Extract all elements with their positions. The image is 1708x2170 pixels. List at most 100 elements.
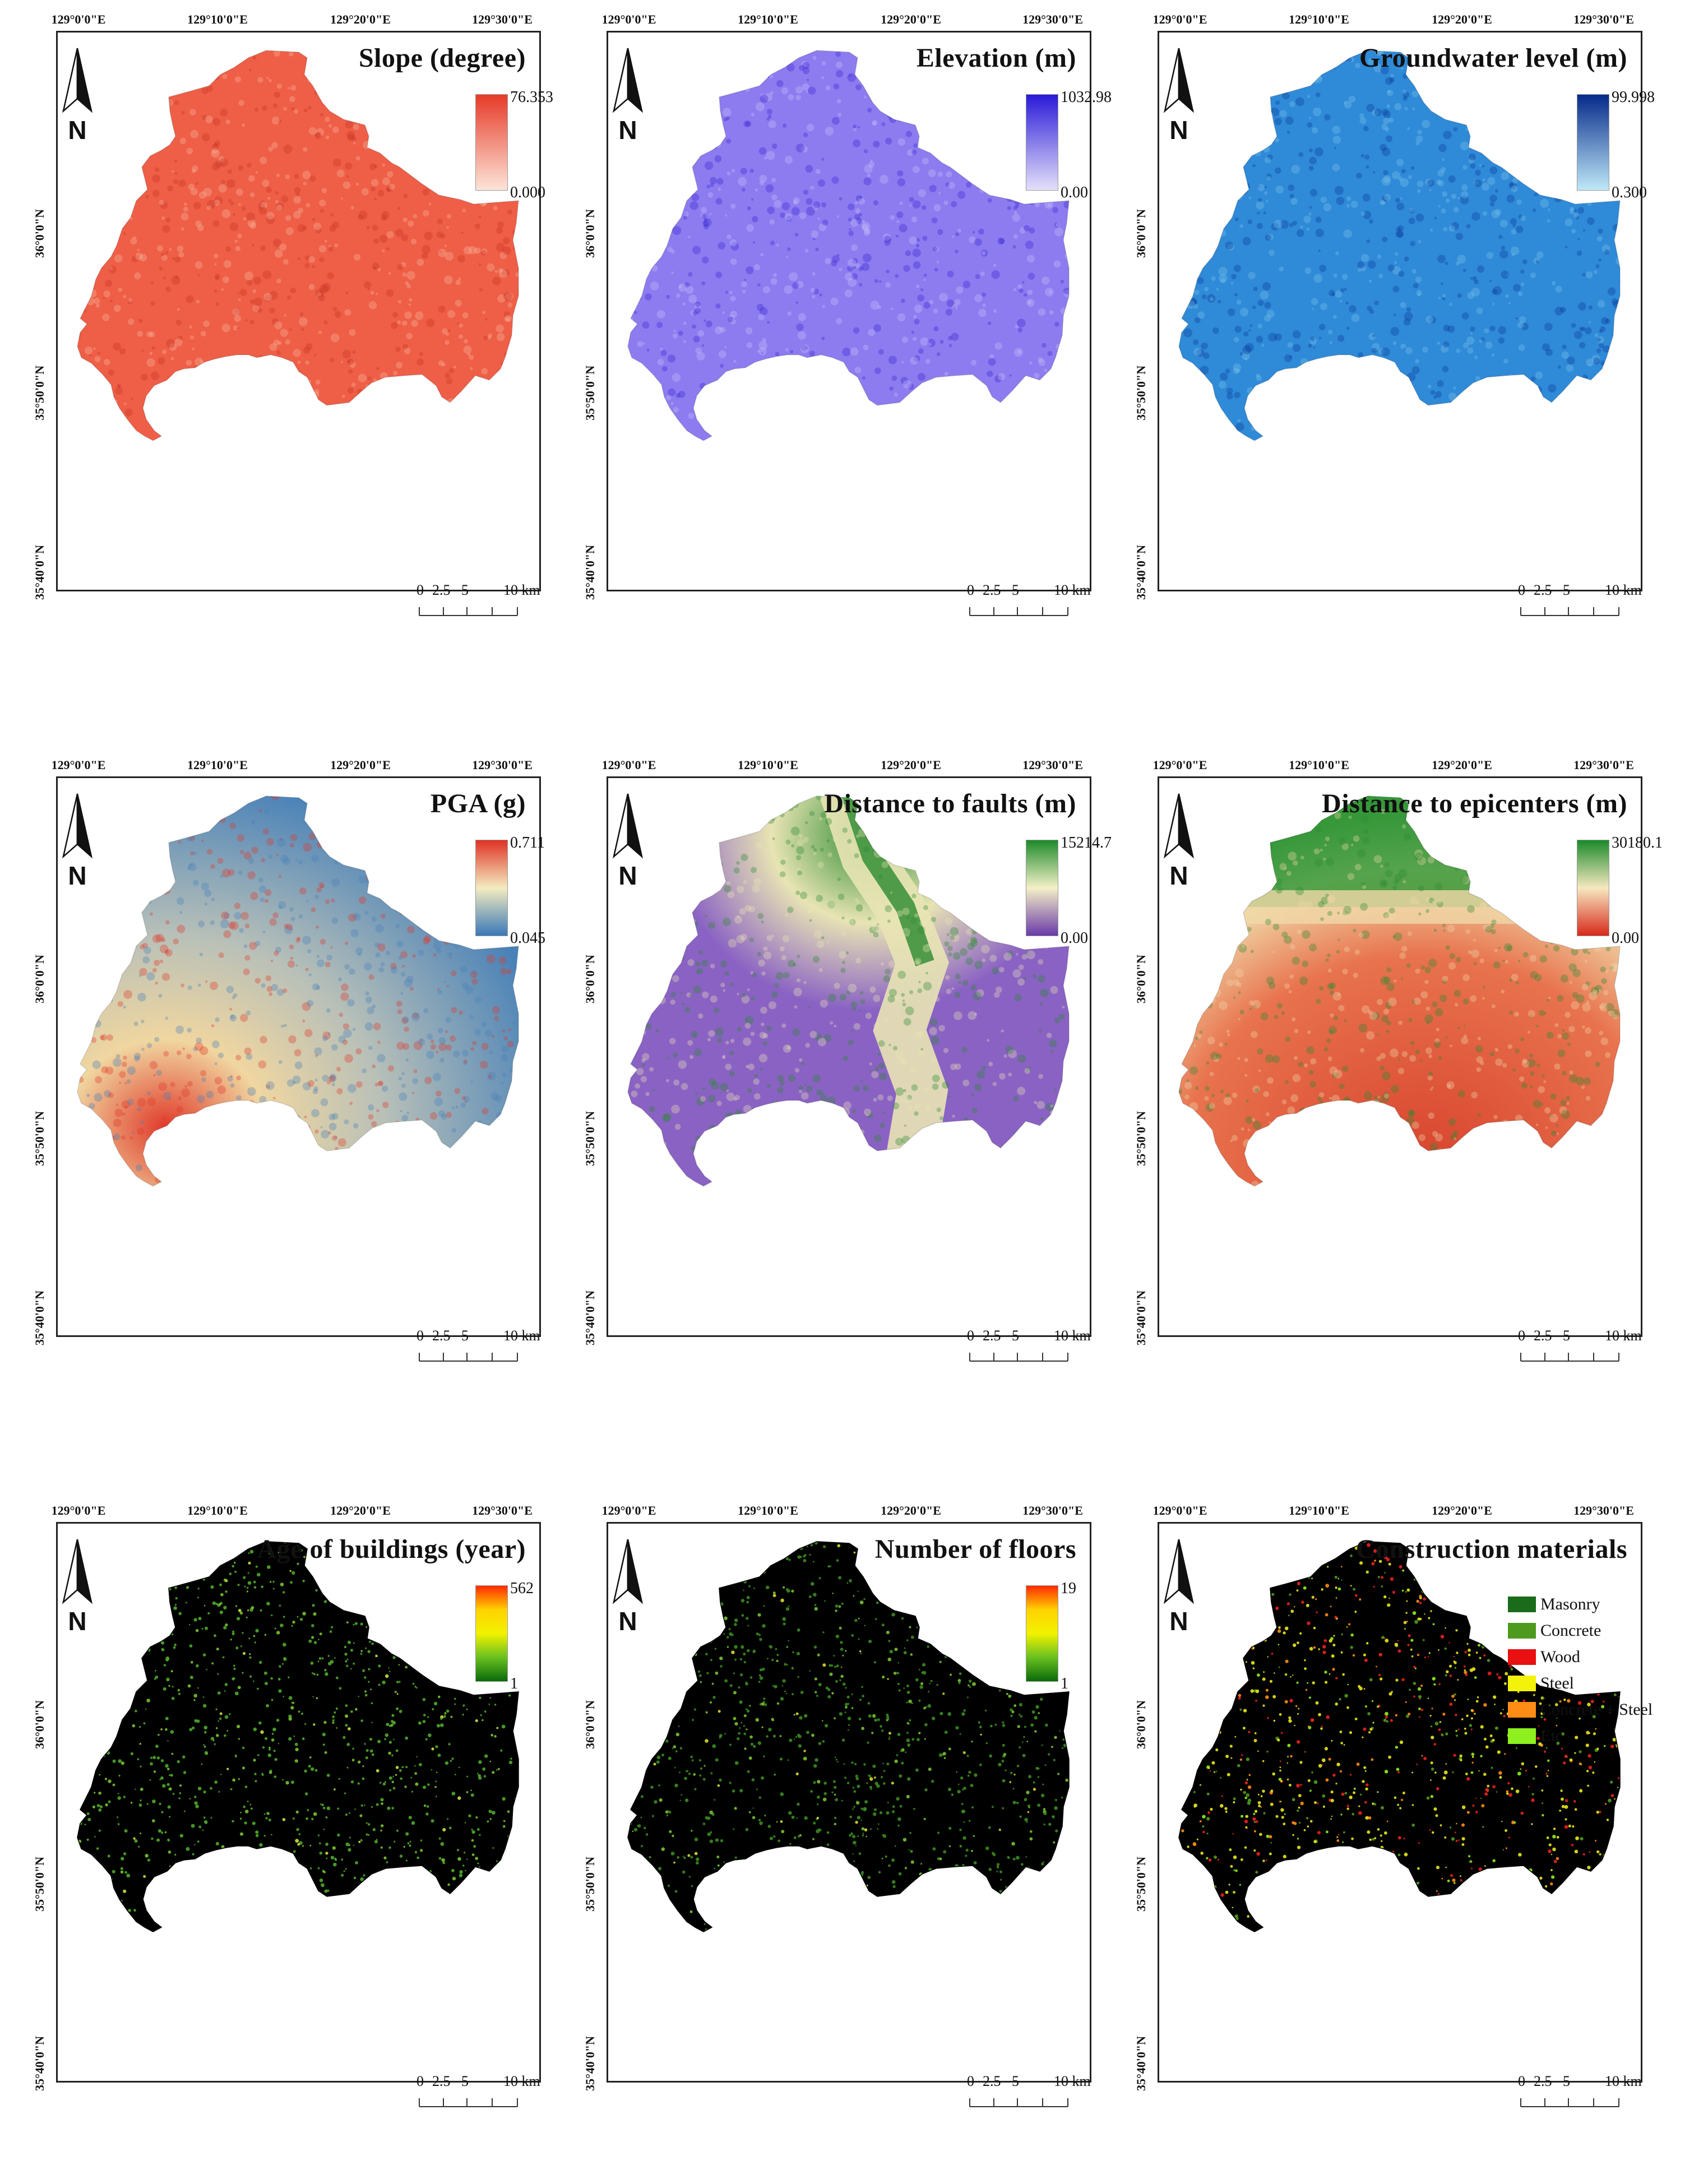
map-frame: N Slope (degree) 76.353 0.000 0 2.5 5 10… — [56, 31, 553, 616]
map-title: Slope (degree) — [358, 43, 526, 73]
legend-swatch — [1508, 1728, 1536, 1744]
longitude-label: 129°30'0"E — [472, 12, 533, 26]
scalebar — [969, 2098, 1068, 2107]
colorbar-max-label: 30180.1 — [1612, 834, 1663, 852]
map-canvas: N — [62, 48, 519, 616]
north-label: N — [1169, 1607, 1188, 1636]
latitude-label: 35°50'0"N — [583, 1111, 597, 1166]
latitude-label: 35°50'0"N — [33, 365, 47, 420]
map-title: Elevation (m) — [916, 43, 1076, 73]
latitude-label: 35°40'0"N — [33, 2035, 47, 2091]
map-canvas: N — [62, 793, 519, 1362]
longitude-label: 129°10'0"E — [187, 1503, 248, 1517]
latitude-label: 36°0'0"N — [1134, 954, 1148, 1003]
scalebar-label: 0 — [416, 2073, 424, 2089]
scalebar-label: 2.5 — [432, 2073, 451, 2089]
scalebar-label: 5 — [1012, 582, 1019, 598]
map-title: Construction materials — [1355, 1534, 1627, 1564]
scalebar — [419, 2098, 518, 2107]
longitude-label: 129°30'0"E — [472, 1503, 533, 1517]
colorbar — [1577, 94, 1609, 191]
map-panel-3: 129°0'0"E 129°10'0"E 129°20'0"E 129°30'0… — [1128, 11, 1655, 625]
map-canvas: N — [612, 1539, 1070, 2107]
latitude-label: 35°40'0"N — [1134, 544, 1148, 600]
longitude-label: 129°20'0"E — [881, 1503, 941, 1517]
scalebar-label: 10 km — [503, 1327, 540, 1344]
colorbar — [475, 840, 508, 936]
longitude-label: 129°10'0"E — [1289, 758, 1349, 772]
scalebar-label: 0 — [967, 582, 974, 598]
scalebar-label: 5 — [1563, 2073, 1570, 2089]
scalebar-label: 0 — [967, 2073, 974, 2089]
map-title: Distance to epicenters (m) — [1322, 789, 1627, 818]
scalebar-label: 10 km — [1054, 2073, 1091, 2089]
scalebar — [969, 607, 1068, 616]
legend-label: Concrete — [1540, 1621, 1601, 1640]
study-area — [77, 50, 519, 441]
longitude-label: 129°0'0"E — [51, 758, 106, 772]
longitude-label: 129°30'0"E — [1573, 758, 1634, 772]
study-area — [628, 1542, 1069, 1932]
latitude-label: 35°50'0"N — [583, 365, 597, 420]
longitude-label: 129°0'0"E — [601, 758, 656, 772]
scalebar-label: 5 — [461, 1327, 469, 1344]
study-area — [1179, 50, 1620, 441]
longitude-label: 129°0'0"E — [1152, 758, 1207, 772]
longitude-label: 129°30'0"E — [1022, 12, 1083, 26]
legend-item: Masonry — [1508, 1591, 1653, 1617]
north-label: N — [618, 861, 637, 890]
scalebar-label: 5 — [1012, 1327, 1019, 1344]
colorbar — [475, 1585, 508, 1682]
north-arrow-icon: N — [612, 1539, 644, 1636]
colorbar-min-label: 1 — [1061, 1675, 1068, 1692]
latitude-label: 35°40'0"N — [583, 2035, 597, 2091]
scalebar-label: 5 — [461, 2073, 469, 2089]
colorbar-max-label: 15214.7 — [1061, 834, 1112, 852]
latitude-label: 35°40'0"N — [33, 1290, 47, 1345]
map-canvas: N — [1163, 793, 1621, 1362]
scalebar-label: 2.5 — [983, 1327, 1001, 1344]
scalebar-label: 5 — [461, 582, 469, 598]
north-arrow-icon: N — [62, 1539, 93, 1636]
map-title: PGA (g) — [430, 789, 526, 818]
longitude-label: 129°30'0"E — [1022, 1503, 1083, 1517]
longitude-label: 129°20'0"E — [1432, 12, 1492, 26]
scalebar — [1520, 2098, 1619, 2107]
scalebar-label: 0 — [416, 582, 424, 598]
legend-label: Etc — [1540, 1726, 1563, 1745]
latitude-label: 36°0'0"N — [1134, 1700, 1148, 1749]
map-panel-9: 129°0'0"E 129°10'0"E 129°20'0"E 129°30'0… — [1128, 1502, 1653, 2116]
legend-label: Concrete + Steel — [1540, 1700, 1653, 1719]
latitude-label: 36°0'0"N — [33, 954, 47, 1003]
colorbar-min-label: 0.000 — [510, 184, 545, 201]
legend-swatch — [1508, 1675, 1536, 1691]
scalebar — [419, 1353, 518, 1362]
map-panel-5: 129°0'0"E 129°10'0"E 129°20'0"E 129°30'0… — [577, 757, 1112, 1371]
map-frame: N Construction materials 0 2.5 5 10 km M… — [1158, 1522, 1653, 2107]
longitude-label: 129°10'0"E — [187, 12, 248, 26]
latitude-label: 35°40'0"N — [583, 544, 597, 600]
scalebar-label: 2.5 — [983, 2073, 1001, 2089]
legend: Masonry Concrete Wood Steel Concrete + Steel… — [1508, 1591, 1653, 1749]
scalebar-label: 0 — [1518, 1327, 1525, 1344]
scalebar-label: 10 km — [1054, 582, 1091, 598]
colorbar-min-label: 0.00 — [1612, 929, 1639, 947]
longitude-label: 129°20'0"E — [330, 758, 391, 772]
longitude-label: 129°30'0"E — [472, 758, 533, 772]
north-label: N — [1169, 861, 1188, 890]
study-area — [628, 50, 1069, 441]
colorbar-min-label: 0.045 — [510, 929, 545, 947]
latitude-label: 35°40'0"N — [1134, 2035, 1148, 2091]
map-canvas: N — [1163, 1539, 1621, 2107]
longitude-label: 129°10'0"E — [1289, 12, 1349, 26]
longitude-label: 129°0'0"E — [51, 12, 106, 26]
map-title: Groundwater level (m) — [1359, 43, 1627, 73]
latitude-label: 36°0'0"N — [33, 1700, 47, 1749]
north-label: N — [68, 861, 86, 890]
colorbar-min-label: 1 — [510, 1675, 518, 1692]
north-arrow-icon: N — [612, 48, 644, 145]
scalebar-label: 10 km — [1605, 1327, 1642, 1344]
study-area — [77, 796, 519, 1186]
latitude-label: 36°0'0"N — [33, 209, 47, 258]
latitude-label: 35°50'0"N — [33, 1856, 47, 1912]
